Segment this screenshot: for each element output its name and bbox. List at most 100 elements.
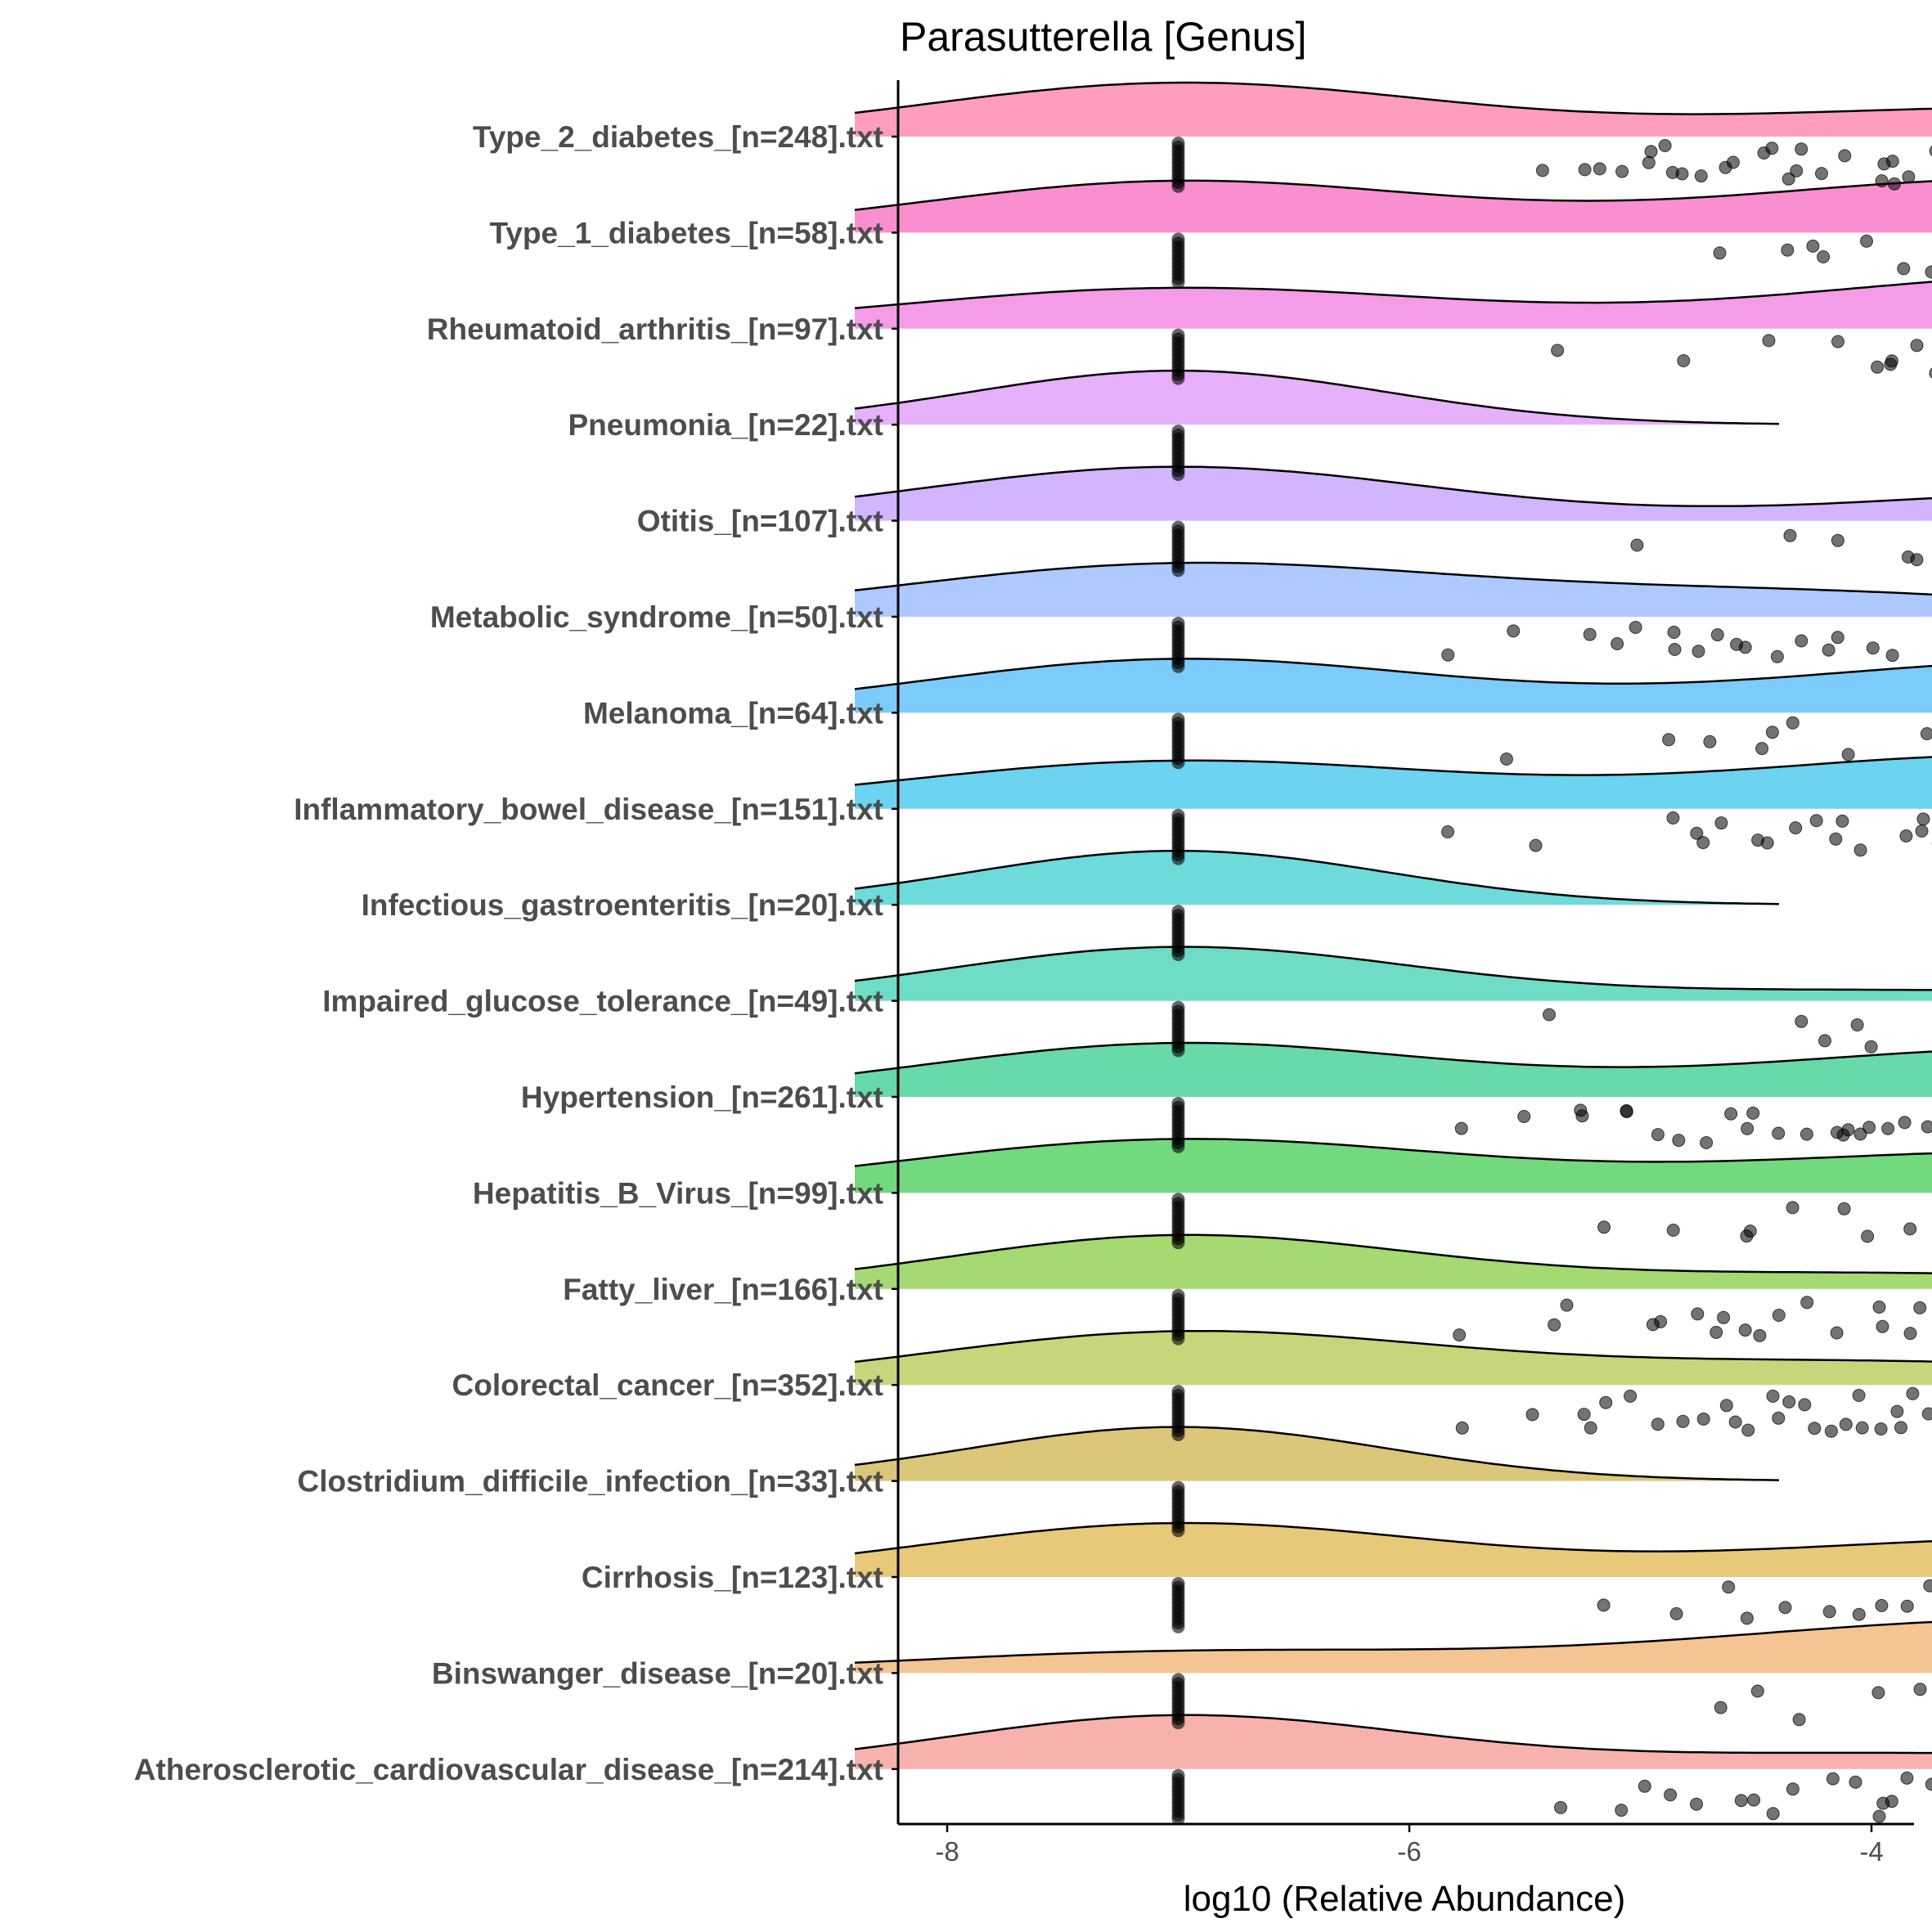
data-point	[1654, 1314, 1668, 1328]
data-point	[1885, 1795, 1898, 1808]
data-point	[1171, 1044, 1185, 1058]
x-axis-ticks: -8-6-4-20	[935, 1824, 1884, 1867]
data-point	[1517, 1110, 1531, 1123]
density-outline	[854, 1521, 1932, 1555]
density-fill	[855, 83, 1932, 137]
data-point	[1741, 1423, 1755, 1437]
x-axis-label: log10 (Relative Abundance)	[1184, 1879, 1626, 1919]
data-point	[1615, 164, 1629, 178]
data-point	[1850, 1018, 1864, 1031]
data-point	[1638, 1779, 1651, 1793]
data-point	[1171, 1812, 1185, 1826]
data-point	[1875, 174, 1889, 188]
data-point	[1885, 354, 1898, 368]
data-point	[1507, 624, 1521, 638]
data-point	[1694, 169, 1708, 183]
density-fill	[855, 281, 1932, 329]
data-point	[1910, 339, 1924, 353]
y-tick-label: Atherosclerotic_cardiovascular_disease_[…	[134, 1753, 883, 1786]
data-point	[1837, 1202, 1851, 1215]
data-point	[1691, 1307, 1705, 1321]
data-point	[1831, 631, 1844, 645]
x-tick-label: -6	[1397, 1836, 1421, 1867]
data-point	[1743, 1224, 1757, 1238]
data-point	[1644, 145, 1658, 159]
data-point	[1899, 829, 1913, 842]
data-point	[1831, 335, 1844, 348]
data-point	[1795, 142, 1808, 156]
data-point	[1855, 1421, 1869, 1435]
data-point	[1786, 1201, 1799, 1215]
data-point	[1554, 1800, 1567, 1814]
data-point	[1535, 164, 1549, 177]
density-fill	[855, 1427, 1779, 1481]
data-point	[1921, 1407, 1932, 1421]
data-point	[1454, 1121, 1468, 1135]
data-point	[1171, 179, 1185, 193]
density-outline	[854, 369, 1780, 425]
data-point	[1929, 367, 1932, 379]
data-point	[1853, 843, 1867, 857]
data-point	[1578, 163, 1592, 177]
density-fill	[855, 1622, 1932, 1674]
data-point	[1822, 1605, 1836, 1619]
data-point	[1543, 1008, 1556, 1022]
data-point	[1171, 948, 1185, 961]
data-point	[1876, 1319, 1889, 1333]
data-point	[1815, 167, 1828, 181]
data-point	[1583, 627, 1597, 641]
data-point	[1171, 1139, 1185, 1153]
data-point	[1575, 1109, 1589, 1123]
data-point	[1690, 826, 1704, 840]
data-point	[1677, 354, 1691, 367]
data-point	[1770, 649, 1784, 663]
data-point	[1781, 243, 1795, 257]
data-point	[1829, 832, 1843, 846]
data-point	[1809, 814, 1823, 828]
data-point	[1772, 1411, 1786, 1425]
data-point	[1881, 1121, 1895, 1135]
data-point	[1755, 742, 1769, 756]
data-point	[1839, 1418, 1853, 1431]
y-tick-label: Infectious_gastroenteritis_[n=20].txt	[362, 888, 883, 922]
data-point	[1746, 1106, 1760, 1120]
y-tick-label: Hypertension_[n=261].txt	[521, 1081, 883, 1114]
data-point	[1903, 1327, 1917, 1341]
data-point	[1800, 1296, 1814, 1310]
data-point	[1903, 1222, 1917, 1236]
y-tick-label: Clostridium_difficile_infection_[n=33].t…	[298, 1465, 883, 1498]
density-fill	[855, 1331, 1932, 1386]
data-point	[1724, 1107, 1738, 1121]
data-point	[1666, 1224, 1680, 1237]
density-fill	[855, 466, 1932, 521]
data-point	[1890, 1404, 1904, 1418]
data-point	[1171, 468, 1185, 481]
x-tick-label: -8	[935, 1836, 959, 1867]
data-point	[1714, 816, 1728, 830]
density-fill	[855, 371, 1779, 425]
data-point	[1597, 1220, 1611, 1234]
data-point	[1713, 246, 1727, 260]
data-point	[1658, 139, 1672, 152]
data-point	[1700, 1136, 1714, 1149]
data-point	[1747, 1793, 1761, 1807]
data-point	[1597, 1598, 1611, 1612]
data-point	[1866, 641, 1880, 655]
data-point	[1766, 1807, 1780, 1821]
data-point	[1455, 1421, 1469, 1435]
data-point	[1822, 643, 1835, 657]
data-point	[1877, 157, 1891, 171]
data-point	[1841, 748, 1855, 762]
density-outline	[854, 1329, 1932, 1364]
data-point	[1722, 1580, 1736, 1594]
data-point	[1915, 824, 1929, 838]
data-point	[1841, 1123, 1855, 1137]
data-point	[1664, 1788, 1678, 1802]
density-fill	[855, 180, 1932, 233]
data-point	[1551, 344, 1565, 357]
data-point	[1838, 149, 1852, 163]
y-tick-label: Otitis_[n=107].txt	[637, 505, 883, 538]
data-point	[1672, 1134, 1686, 1148]
